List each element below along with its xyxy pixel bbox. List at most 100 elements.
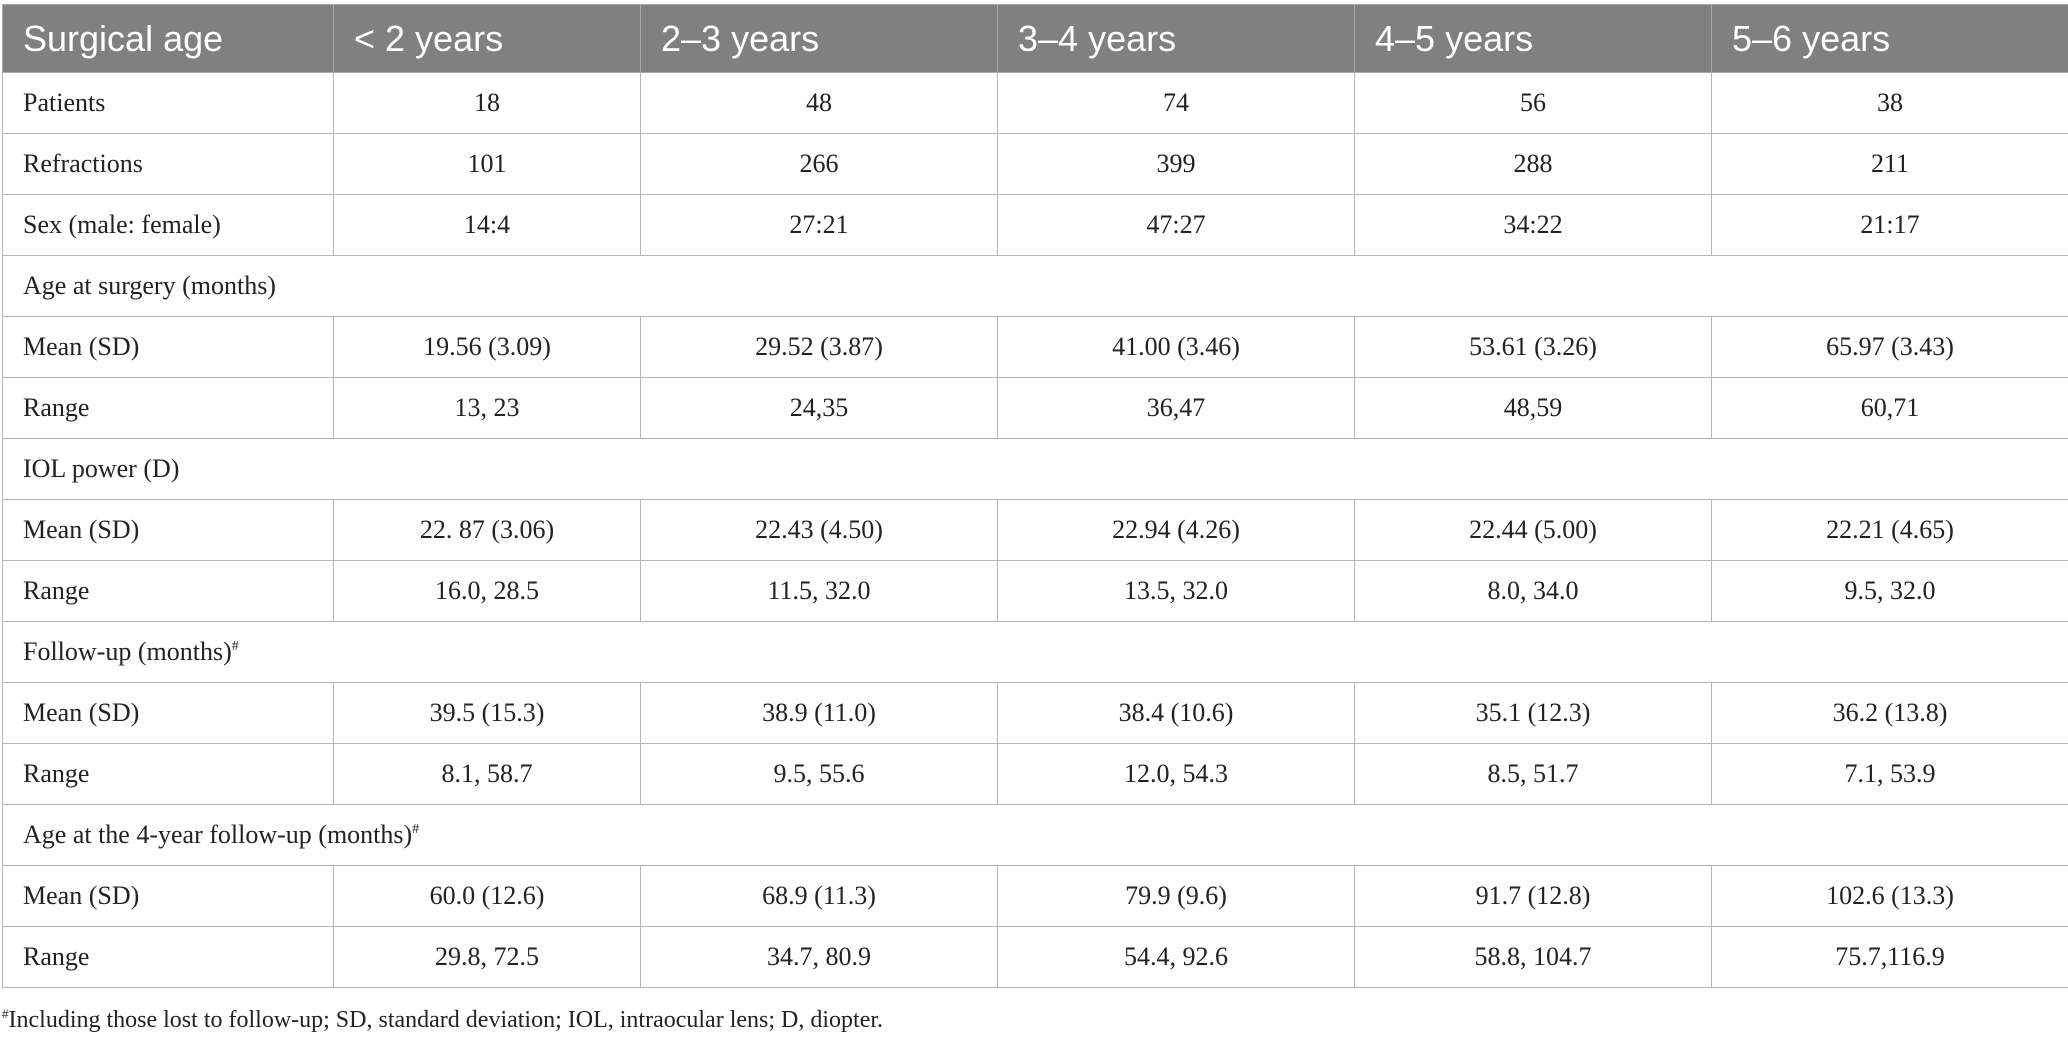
table-cell: 68.9 (11.3) [640,865,998,927]
table-cell: 11.5, 32.0 [640,560,998,622]
table-cell: 12.0, 54.3 [997,743,1355,805]
table-cell: 9.5, 32.0 [1711,560,2068,622]
table-cell: 65.97 (3.43) [1711,316,2068,378]
table-cell: 60.0 (12.6) [333,865,641,927]
table-cell: 91.7 (12.8) [1354,865,1712,927]
section-label: Follow-up (months)# [2,621,2068,683]
table-cell: 48 [640,72,998,134]
table-row: Sex (male: female) 14:4 27:21 47:27 34:2… [2,194,2068,256]
table-cell: 8.0, 34.0 [1354,560,1712,622]
header-cell: < 2 years [333,4,641,73]
table-cell: 101 [333,133,641,195]
table-container: Surgical age < 2 years 2–3 years 3–4 yea… [2,4,2068,988]
table-cell: 22. 87 (3.06) [333,499,641,561]
table-cell: 47:27 [997,194,1355,256]
table-cell: 53.61 (3.26) [1354,316,1712,378]
table-row: Mean (SD) 22. 87 (3.06) 22.43 (4.50) 22.… [2,499,2068,561]
table-cell: 29.8, 72.5 [333,926,641,988]
table-cell: 13.5, 32.0 [997,560,1355,622]
table-cell: 74 [997,72,1355,134]
header-cell: Surgical age [2,4,334,73]
table-cell: 21:17 [1711,194,2068,256]
section-label: Age at surgery (months) [2,255,2068,317]
table-row: Range 8.1, 58.7 9.5, 55.6 12.0, 54.3 8.5… [2,743,2068,805]
table-cell: 399 [997,133,1355,195]
table-cell: 79.9 (9.6) [997,865,1355,927]
table-cell: 56 [1354,72,1712,134]
table-row: Mean (SD) 39.5 (15.3) 38.9 (11.0) 38.4 (… [2,682,2068,744]
table-cell: 38.4 (10.6) [997,682,1355,744]
table-cell: 19.56 (3.09) [333,316,641,378]
section-label: IOL power (D) [2,438,2068,500]
table-cell: 22.21 (4.65) [1711,499,2068,561]
section-row: IOL power (D) [2,438,2068,500]
footnote-mark: # [231,639,239,654]
table-cell: 18 [333,72,641,134]
table-cell: 29.52 (3.87) [640,316,998,378]
header-cell: 3–4 years [997,4,1355,73]
table-row: Range 16.0, 28.5 11.5, 32.0 13.5, 32.0 8… [2,560,2068,622]
table-row: Mean (SD) 60.0 (12.6) 68.9 (11.3) 79.9 (… [2,865,2068,927]
table-cell: 27:21 [640,194,998,256]
table-cell: 8.1, 58.7 [333,743,641,805]
section-row: Age at the 4-year follow-up (months)# [2,804,2068,866]
row-label: Mean (SD) [2,316,334,378]
table-cell: 38 [1711,72,2068,134]
table-cell: 9.5, 55.6 [640,743,998,805]
row-label: Mean (SD) [2,499,334,561]
row-label: Range [2,377,334,439]
row-label: Refractions [2,133,334,195]
section-label: Age at the 4-year follow-up (months)# [2,804,2068,866]
footnote-mark: # [412,822,420,837]
row-label: Mean (SD) [2,865,334,927]
table-cell: 38.9 (11.0) [640,682,998,744]
header-row: Surgical age < 2 years 2–3 years 3–4 yea… [2,4,2068,73]
table-cell: 266 [640,133,998,195]
table-cell: 288 [1354,133,1712,195]
table-cell: 7.1, 53.9 [1711,743,2068,805]
row-label: Mean (SD) [2,682,334,744]
table-cell: 36.2 (13.8) [1711,682,2068,744]
section-label-text: Age at the 4-year follow-up (months) [23,820,413,849]
table-cell: 39.5 (15.3) [333,682,641,744]
table-footnote: #Including those lost to follow-up; SD, … [2,1006,883,1034]
table-cell: 13, 23 [333,377,641,439]
footnote-text: Including those lost to follow-up; SD, s… [8,1007,884,1033]
table-row: Mean (SD) 19.56 (3.09) 29.52 (3.87) 41.0… [2,316,2068,378]
table-cell: 60,71 [1711,377,2068,439]
table-cell: 34.7, 80.9 [640,926,998,988]
table-row: Patients 18 48 74 56 38 [2,72,2068,134]
table-cell: 36,47 [997,377,1355,439]
header-cell: 5–6 years [1711,4,2068,73]
row-label: Patients [2,72,334,134]
table-cell: 22.43 (4.50) [640,499,998,561]
row-label: Range [2,560,334,622]
table-cell: 41.00 (3.46) [997,316,1355,378]
table-cell: 58.8, 104.7 [1354,926,1712,988]
table-row: Range 13, 23 24,35 36,47 48,59 60,71 [2,377,2068,439]
section-row: Follow-up (months)# [2,621,2068,683]
data-table: Surgical age < 2 years 2–3 years 3–4 yea… [2,4,2068,988]
table-row: Range 29.8, 72.5 34.7, 80.9 54.4, 92.6 5… [2,926,2068,988]
table-cell: 8.5, 51.7 [1354,743,1712,805]
table-cell: 22.44 (5.00) [1354,499,1712,561]
table-cell: 211 [1711,133,2068,195]
header-cell: 4–5 years [1354,4,1712,73]
table-cell: 34:22 [1354,194,1712,256]
row-label: Range [2,926,334,988]
footnote-mark: # [2,1006,9,1021]
table-row: Refractions 101 266 399 288 211 [2,133,2068,195]
section-label-text: Follow-up (months) [23,637,232,666]
header-cell: 2–3 years [640,4,998,73]
table-cell: 54.4, 92.6 [997,926,1355,988]
row-label: Range [2,743,334,805]
table-cell: 75.7,116.9 [1711,926,2068,988]
row-label: Sex (male: female) [2,194,334,256]
table-cell: 24,35 [640,377,998,439]
section-row: Age at surgery (months) [2,255,2068,317]
table-cell: 102.6 (13.3) [1711,865,2068,927]
table-cell: 22.94 (4.26) [997,499,1355,561]
table-cell: 48,59 [1354,377,1712,439]
table-cell: 14:4 [333,194,641,256]
table-cell: 16.0, 28.5 [333,560,641,622]
